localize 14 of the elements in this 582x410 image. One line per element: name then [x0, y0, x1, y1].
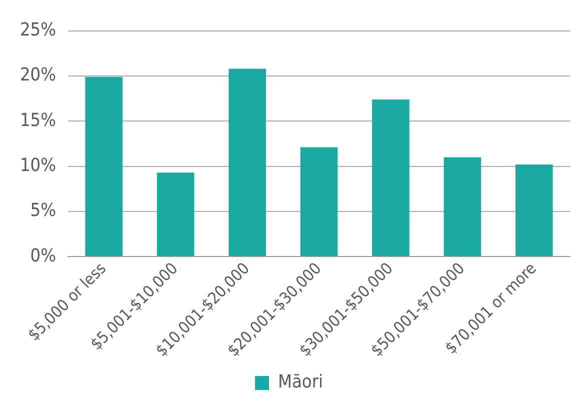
- bar: [444, 157, 482, 256]
- y-tick-label: 20%: [20, 64, 56, 86]
- bar: [228, 68, 266, 256]
- bar: [515, 164, 553, 256]
- y-tick-label: 10%: [20, 154, 56, 176]
- y-tick-label: 0%: [30, 245, 56, 266]
- legend-label: Māori: [278, 372, 323, 393]
- y-tick-label: 15%: [20, 110, 56, 131]
- bar: [156, 172, 194, 256]
- bar: [300, 147, 338, 256]
- y-tick-label: 25%: [20, 19, 56, 40]
- bar: [372, 99, 410, 256]
- y-tick-label: 5%: [30, 200, 56, 222]
- bar: [85, 76, 122, 256]
